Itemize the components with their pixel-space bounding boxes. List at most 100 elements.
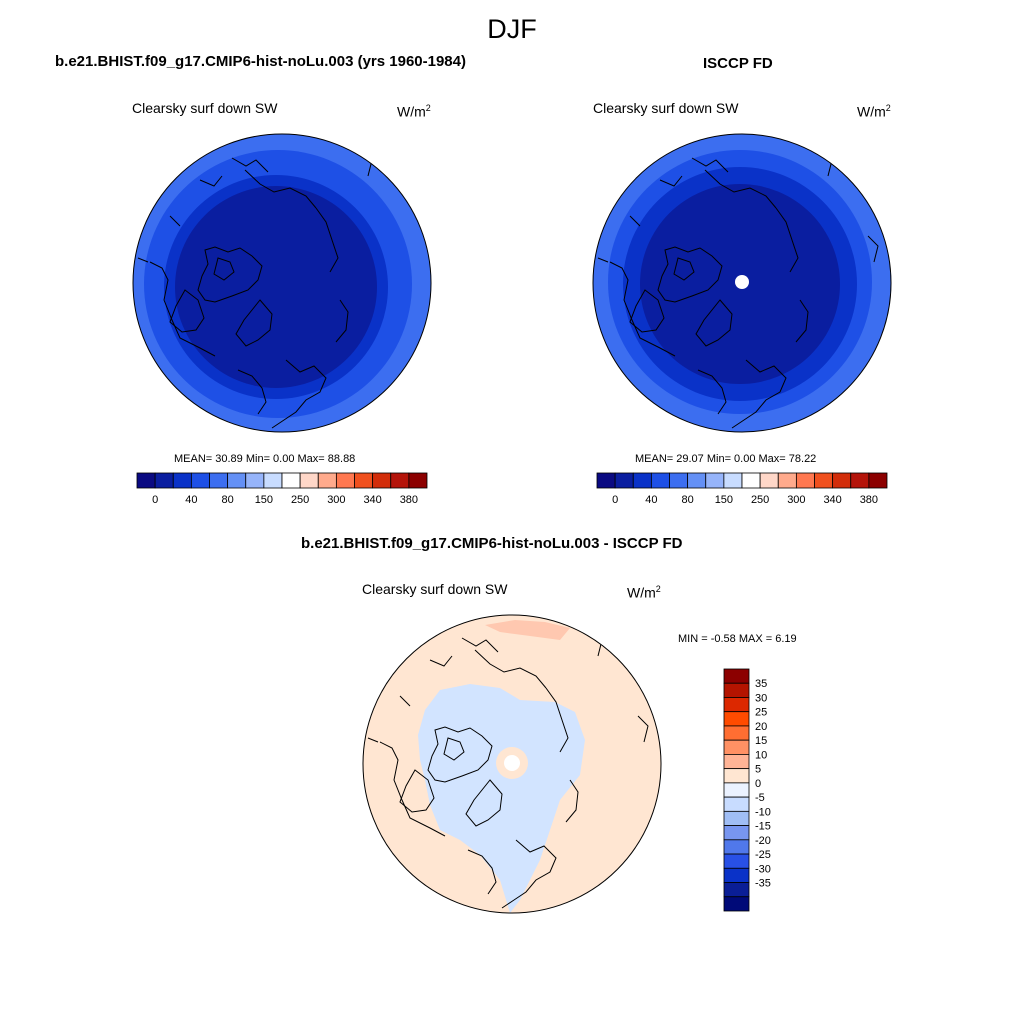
panel-3-unit-label: W/m2	[627, 584, 661, 601]
map-2-coastlines	[597, 149, 879, 429]
colorbar-3: 35 30 25 20 15 10 5 0 -5 -10 -15 -20 -25 -30 -35	[723, 668, 771, 912]
colorbar-1-box	[408, 472, 428, 489]
colorbar-2-box	[687, 472, 707, 489]
colorbar-3-box	[723, 782, 750, 798]
colorbar-2-box	[596, 472, 616, 489]
colorbar-1-tick-label: 380	[400, 494, 418, 506]
map-1	[132, 133, 432, 433]
map-2-border	[592, 133, 892, 433]
colorbar-3-tick-label: 10	[755, 749, 767, 761]
colorbar-1-box	[335, 472, 355, 489]
map-3-positive-patch	[485, 620, 570, 640]
colorbar-2-box	[705, 472, 725, 489]
colorbar-2-box	[850, 472, 870, 489]
map-3	[362, 614, 662, 914]
colorbar-1-box	[227, 472, 247, 489]
colorbar-2: 0 40 80 150 250 300 340 380	[596, 472, 888, 506]
colorbar-2-box	[795, 472, 815, 489]
colorbar-2-box	[669, 472, 689, 489]
colorbar-1-box	[154, 472, 174, 489]
colorbar-2-box	[814, 472, 834, 489]
colorbar-3-box	[723, 711, 750, 727]
colorbar-2-tick-label: 300	[787, 494, 805, 506]
panel-1-unit-label: W/m2	[397, 103, 431, 120]
colorbar-2-box	[832, 472, 852, 489]
colorbar-3-box	[723, 739, 750, 755]
colorbar-3-box	[723, 768, 750, 784]
panel-2-stats: MEAN= 29.07 Min= 0.00 Max= 78.22	[635, 453, 817, 465]
colorbar-2-tick-label: 150	[715, 494, 733, 506]
colorbar-2-box	[741, 472, 761, 489]
map-1-band-core	[175, 186, 377, 388]
map-2	[592, 133, 892, 433]
panel-2-title: ISCCP FD	[703, 55, 773, 72]
colorbar-3-box	[723, 697, 750, 713]
colorbar-1-box	[209, 472, 229, 489]
panel-1-stats: MEAN= 30.89 Min= 0.00 Max= 88.88	[174, 453, 356, 465]
colorbar-3-box	[723, 810, 750, 826]
colorbar-1-box	[317, 472, 337, 489]
map-1-border	[132, 133, 432, 433]
map-3-border	[362, 614, 662, 914]
panel-2-unit-label: W/m2	[857, 103, 891, 120]
colorbar-3-box	[723, 882, 750, 898]
colorbar-2-box	[868, 472, 888, 489]
colorbar-1-tick-label: 150	[255, 494, 273, 506]
colorbar-1: 0 40 80 150 250 300 340 380	[136, 472, 428, 506]
colorbar-1-tick-label: 250	[291, 494, 309, 506]
colorbar-2-box	[777, 472, 797, 489]
colorbar-3-tick-label: -20	[755, 835, 771, 847]
colorbar-3-box	[723, 853, 750, 869]
map-2-missing-pole	[735, 275, 749, 289]
colorbar-1-box	[390, 472, 410, 489]
panel-3-title: b.e21.BHIST.f09_g17.CMIP6-hist-noLu.003 …	[301, 535, 683, 552]
colorbar-1-box	[263, 472, 283, 489]
map-3-missing-pole	[504, 755, 520, 771]
colorbar-1-tick-label: 340	[363, 494, 381, 506]
colorbar-1-tick-label: 300	[327, 494, 345, 506]
colorbar-1-box	[190, 472, 210, 489]
colorbar-3-tick-label: 5	[755, 764, 761, 776]
colorbar-3-box	[723, 896, 750, 912]
colorbar-2-tick-label: 250	[751, 494, 769, 506]
colorbar-3-tick-label: 15	[755, 735, 767, 747]
colorbar-2-tick-label: 80	[682, 494, 694, 506]
colorbar-3-tick-label: -25	[755, 849, 771, 861]
colorbar-2-box	[759, 472, 779, 489]
colorbar-3-box	[723, 725, 750, 741]
panel-3-variable-label: Clearsky surf down SW	[362, 581, 508, 597]
colorbar-2-box	[723, 472, 743, 489]
colorbar-2-tick-label: 380	[860, 494, 878, 506]
colorbar-3-tick-label: 0	[755, 778, 761, 790]
colorbar-1-box	[372, 472, 392, 489]
colorbar-1-tick-label: 0	[152, 494, 158, 506]
colorbar-3-tick-label: -30	[755, 863, 771, 875]
colorbar-3-box	[723, 682, 750, 698]
colorbar-1-box	[172, 472, 192, 489]
panel-2-variable-label: Clearsky surf down SW	[593, 100, 739, 116]
colorbar-3-tick-label: -35	[755, 878, 771, 890]
panel-3-stats: MIN = -0.58 MAX = 6.19	[678, 633, 797, 645]
colorbar-1-box	[281, 472, 301, 489]
colorbar-2-tick-label: 0	[612, 494, 618, 506]
colorbar-3-box	[723, 839, 750, 855]
colorbar-2-box	[650, 472, 670, 489]
colorbar-3-tick-label: -15	[755, 821, 771, 833]
colorbar-2-tick-label: 340	[823, 494, 841, 506]
colorbar-3-tick-label: 20	[755, 721, 767, 733]
colorbar-3-tick-label: 35	[755, 678, 767, 690]
colorbar-1-tick-label: 40	[185, 494, 197, 506]
colorbar-3-tick-label: -5	[755, 792, 765, 804]
map-1-coastlines	[137, 149, 373, 429]
colorbar-2-box	[614, 472, 634, 489]
colorbar-3-box	[723, 825, 750, 841]
colorbar-2-box	[632, 472, 652, 489]
colorbar-2-tick-label: 40	[645, 494, 657, 506]
colorbar-3-tick-label: -10	[755, 806, 771, 818]
panel-1-title: b.e21.BHIST.f09_g17.CMIP6-hist-noLu.003 …	[55, 53, 466, 70]
colorbar-1-box	[299, 472, 319, 489]
colorbar-1-box	[354, 472, 374, 489]
colorbar-3-tick-label: 30	[755, 692, 767, 704]
colorbar-3-box	[723, 668, 750, 684]
